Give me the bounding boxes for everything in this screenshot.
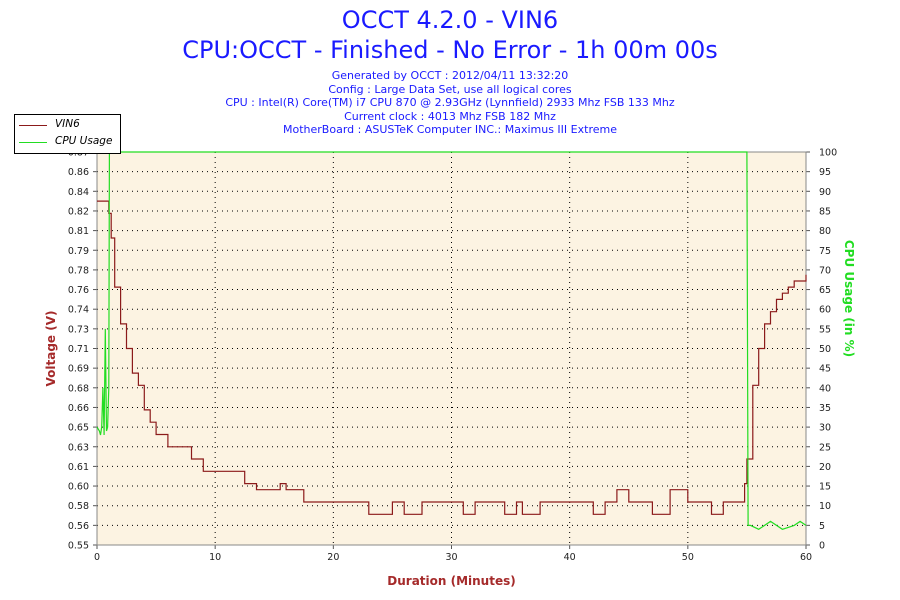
chart-title: OCCT 4.2.0 - VIN6 bbox=[341, 6, 559, 34]
plot-area bbox=[97, 152, 806, 545]
info-block: Generated by OCCT : 2012/04/11 13:32:20 … bbox=[0, 69, 900, 137]
y-tick-label: 0.60 bbox=[68, 482, 89, 493]
y-tick-label: 0.56 bbox=[68, 521, 89, 532]
y-tick-label: 0.71 bbox=[68, 344, 89, 355]
info-clock: Current clock : 4013 Mhz FSB 182 Mhz bbox=[344, 109, 556, 123]
info-motherboard: MotherBoard : ASUSTeK Computer INC.: Max… bbox=[283, 123, 617, 137]
x-axis-title: Duration (Minutes) bbox=[387, 574, 515, 588]
series-line-vin6 bbox=[97, 200, 807, 515]
y2-axis-title: CPU Usage (in %) bbox=[842, 240, 856, 357]
y-tick-label: 0.78 bbox=[68, 265, 89, 276]
info-config: Config : Large Data Set, use all logical… bbox=[328, 82, 572, 96]
y2-tick-label: 25 bbox=[819, 442, 831, 453]
y2-tick-label: 70 bbox=[819, 265, 831, 276]
y-tick-label: 0.81 bbox=[68, 226, 89, 237]
y2-tick-label: 80 bbox=[819, 226, 831, 237]
y-tick-label: 0.66 bbox=[68, 403, 89, 414]
y-tick-label: 0.65 bbox=[68, 423, 89, 434]
x-tick-label: 20 bbox=[327, 552, 339, 563]
y-tick-label: 0.61 bbox=[68, 462, 89, 473]
y-axis-title: Voltage (V) bbox=[44, 311, 58, 387]
y2-tick-label: 55 bbox=[819, 324, 831, 335]
y-tick-label: 0.82 bbox=[68, 206, 89, 217]
y2-tick-label: 20 bbox=[819, 462, 831, 473]
y2-tick-label: 85 bbox=[819, 206, 831, 217]
y-tick-label: 0.79 bbox=[68, 246, 89, 257]
y2-tick-label: 75 bbox=[819, 246, 831, 257]
y-tick-label: 0.84 bbox=[68, 187, 89, 198]
y2-tick-label: 0 bbox=[819, 541, 825, 552]
y2-tick-label: 40 bbox=[819, 383, 831, 394]
y2-tick-label: 30 bbox=[819, 423, 831, 434]
y-tick-label: 0.73 bbox=[68, 324, 89, 335]
y2-tick-label: 60 bbox=[819, 305, 831, 316]
y2-tick-label: 45 bbox=[819, 364, 831, 375]
y-tick-label: 0.55 bbox=[68, 541, 89, 552]
x-tick-label: 50 bbox=[682, 552, 694, 563]
y2-tick-label: 65 bbox=[819, 285, 831, 296]
legend-label-vin6: VIN6 bbox=[55, 118, 80, 130]
y-tick-label: 0.63 bbox=[68, 442, 89, 453]
legend-label-cpu-usage: CPU Usage bbox=[55, 135, 113, 147]
x-tick-label: 10 bbox=[209, 552, 221, 563]
y2-tick-label: 10 bbox=[819, 501, 831, 512]
y2-tick-label: 5 bbox=[819, 521, 825, 532]
legend: VIN6 CPU Usage bbox=[14, 114, 121, 154]
y2-tick-label: 100 bbox=[819, 148, 837, 159]
x-tick-label: 40 bbox=[564, 552, 576, 563]
info-generated: Generated by OCCT : 2012/04/11 13:32:20 bbox=[331, 69, 569, 82]
info-cpu: CPU : Intel(R) Core(TM) i7 CPU 870 @ 2.9… bbox=[225, 96, 675, 110]
y-tick-label: 0.69 bbox=[68, 364, 89, 375]
y-tick-label: 0.86 bbox=[68, 167, 89, 178]
y2-tick-label: 50 bbox=[819, 344, 831, 355]
x-tick-label: 30 bbox=[445, 552, 457, 563]
y-tick-label: 0.58 bbox=[68, 501, 89, 512]
x-tick-label: 0 bbox=[94, 552, 100, 563]
y-tick-label: 0.68 bbox=[68, 383, 89, 394]
y-tick-label: 0.76 bbox=[68, 285, 89, 296]
y2-tick-label: 90 bbox=[819, 187, 831, 198]
y2-tick-label: 15 bbox=[819, 482, 831, 493]
y2-tick-label: 95 bbox=[819, 167, 831, 178]
chart-subtitle: CPU:OCCT - Finished - No Error - 1h 00m … bbox=[182, 36, 718, 64]
legend-swatch-vin6 bbox=[19, 125, 47, 126]
y-tick-label: 0.74 bbox=[68, 305, 89, 316]
y2-tick-label: 35 bbox=[819, 403, 831, 414]
x-tick-label: 60 bbox=[800, 552, 812, 563]
legend-swatch-cpu-usage bbox=[19, 142, 47, 143]
